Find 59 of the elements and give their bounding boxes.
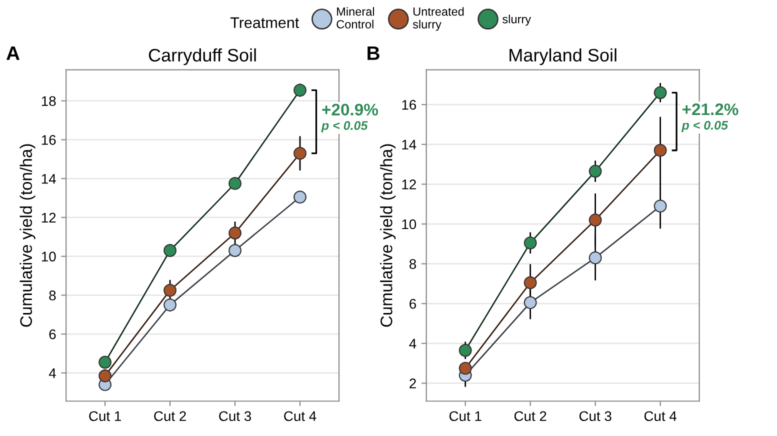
point bbox=[588, 164, 602, 178]
x-tick-label: Cut 2 bbox=[514, 411, 546, 422]
point bbox=[458, 362, 472, 375]
y-tick-label: 18 bbox=[42, 96, 56, 106]
y-tick-label: 10 bbox=[42, 252, 56, 262]
y-tick-label: 2 bbox=[410, 378, 416, 388]
annotation: p < 0.05 bbox=[681, 120, 728, 132]
y-tick-label: 10 bbox=[402, 219, 416, 230]
legend-label: Untreated slurry bbox=[412, 7, 464, 31]
point bbox=[98, 356, 112, 369]
legend-title: Treatment bbox=[230, 17, 300, 28]
y-axis-title: Cumulative yield (ton/ha) bbox=[20, 144, 36, 327]
point bbox=[228, 176, 242, 190]
y-tick-label: 6 bbox=[410, 298, 416, 309]
x-tick-label: Cut 1 bbox=[449, 411, 482, 422]
point bbox=[98, 369, 112, 382]
y-tick-label: 4 bbox=[48, 368, 56, 378]
legend-label: slurry bbox=[502, 14, 532, 26]
point bbox=[164, 284, 176, 297]
x-tick-label: Cut 4 bbox=[644, 411, 676, 422]
text: A bbox=[6, 46, 20, 60]
point bbox=[294, 146, 306, 160]
point bbox=[294, 190, 306, 204]
chart-title: Carryduff Soil bbox=[148, 48, 256, 66]
annotation: +21.2% bbox=[682, 103, 738, 116]
point bbox=[458, 344, 472, 357]
y-axis-title: Cumulative yield (ton/ha) bbox=[380, 144, 396, 327]
text: B bbox=[368, 46, 380, 60]
x-tick-label: Cut 1 bbox=[89, 411, 121, 422]
x-tick-label: Cut 2 bbox=[154, 411, 186, 422]
point bbox=[524, 276, 537, 290]
y-tick-label: 8 bbox=[410, 259, 416, 269]
y-tick-label: 16 bbox=[402, 100, 416, 110]
x-tick-label: Cut 3 bbox=[219, 411, 252, 422]
y-tick-label: 14 bbox=[402, 140, 416, 150]
point bbox=[588, 214, 602, 226]
annotation: p < 0.05 bbox=[321, 121, 368, 132]
point bbox=[294, 84, 306, 97]
chart-title: Maryland Soil bbox=[510, 48, 616, 66]
point bbox=[654, 86, 667, 100]
y-tick-label: 12 bbox=[42, 212, 56, 222]
x-tick-label: Cut 4 bbox=[284, 411, 316, 422]
y-tick-label: 14 bbox=[42, 174, 56, 184]
y-tick-label: 6 bbox=[49, 329, 56, 340]
point bbox=[228, 244, 242, 257]
annotation: +20.9% bbox=[322, 104, 378, 116]
point bbox=[654, 144, 667, 157]
point bbox=[654, 200, 667, 213]
y-tick-label: 12 bbox=[402, 180, 416, 190]
legend-label: Mineral Control bbox=[336, 7, 374, 28]
point bbox=[524, 236, 537, 250]
x-tick-label: Cut 3 bbox=[579, 411, 612, 422]
point bbox=[228, 226, 242, 240]
point bbox=[524, 296, 537, 310]
y-tick-label: 8 bbox=[49, 290, 56, 300]
point bbox=[588, 251, 602, 264]
y-tick-label: 4 bbox=[409, 338, 416, 348]
y-tick-label: 16 bbox=[42, 135, 56, 145]
point bbox=[164, 244, 176, 257]
